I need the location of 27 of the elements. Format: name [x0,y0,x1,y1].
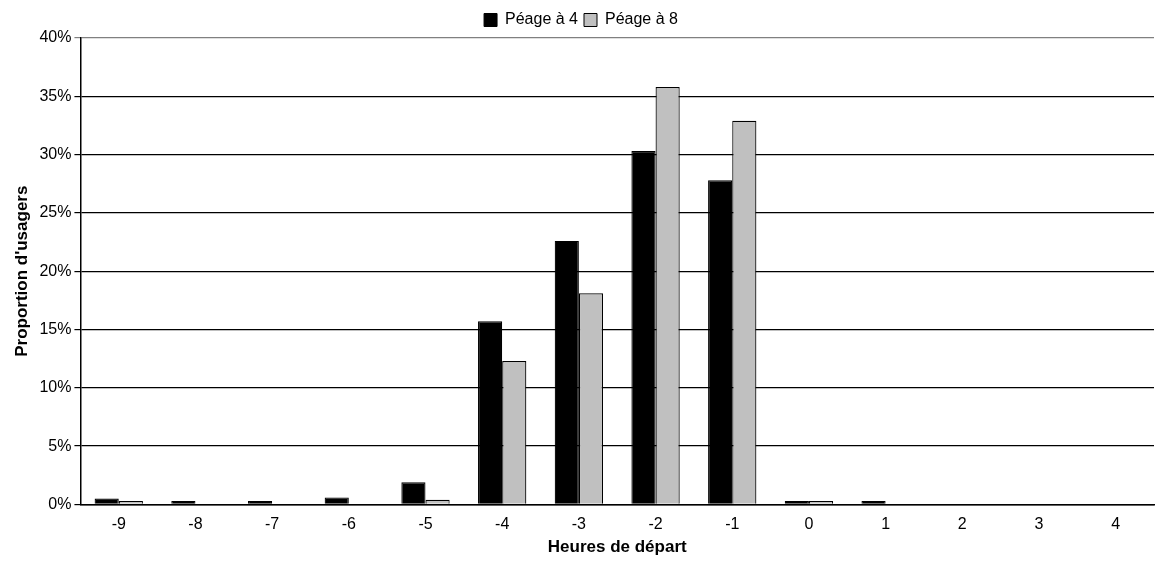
x-tick-label: -7 [265,515,280,533]
y-tick-label: 15% [39,319,72,337]
y-tick-label: 20% [39,261,72,279]
x-tick-label: 1 [881,515,891,533]
x-tick-label: 2 [957,515,967,533]
y-tick-label: 35% [39,86,72,104]
y-tick-label: 5% [48,436,72,454]
x-tick-label: -6 [341,515,357,533]
x-tick-label: -5 [418,515,433,533]
x-axis-title: Heures de départ [547,537,687,557]
x-tick-label: 0 [804,515,814,533]
y-tick-label: 40% [39,28,72,46]
y-tick-label: 10% [39,378,72,396]
x-tick-label: -2 [648,515,663,533]
x-tick-label: -3 [571,515,587,533]
x-tick-label: -4 [495,515,510,533]
y-tick-label: 30% [39,145,72,163]
legend-label: Péage à 8 [605,10,679,28]
y-axis-title: Proportion d'usagers [11,185,31,357]
legend-label: Péage à 4 [505,10,579,28]
y-tick-label: 0% [48,494,72,512]
y-tick-label: 25% [39,203,72,221]
x-tick-label: -1 [725,515,740,533]
x-tick-label: 3 [1034,515,1044,533]
x-tick-label: -8 [188,515,203,533]
x-tick-label: 4 [1111,515,1121,533]
x-tick-label: -9 [111,515,126,533]
